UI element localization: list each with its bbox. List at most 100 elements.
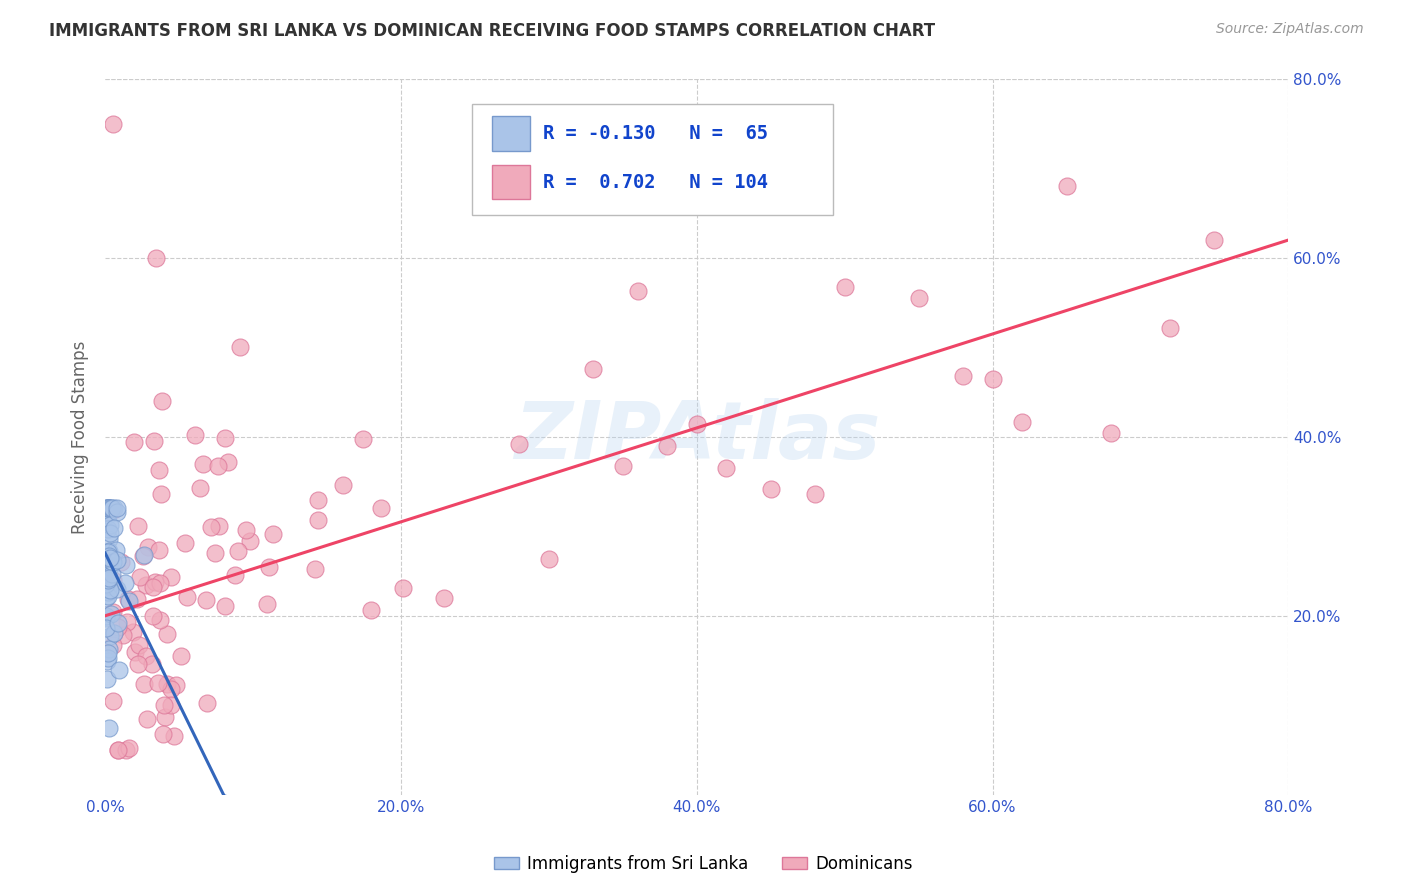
Point: [117, 591, 139, 606]
Point: [97, 501, 120, 516]
Point: [96, 583, 118, 598]
Point: [98, 571, 121, 585]
Point: [97, 501, 120, 516]
Point: [94, 611, 117, 625]
Point: [153, 710, 176, 724]
Point: [433, 591, 456, 605]
Point: [537, 552, 560, 566]
Point: [582, 362, 605, 376]
Point: [98, 629, 121, 643]
Point: [97, 574, 120, 588]
Point: [1011, 415, 1033, 429]
Point: [98, 642, 121, 657]
Point: [627, 284, 650, 298]
Point: [96, 647, 118, 661]
Point: [952, 368, 974, 383]
Point: [195, 696, 218, 710]
Point: [96, 546, 118, 560]
Point: [97, 549, 120, 564]
Bar: [492, 116, 530, 151]
Point: [686, 417, 709, 431]
Point: [127, 518, 149, 533]
Point: [98, 526, 121, 541]
Point: [103, 501, 125, 516]
Point: [107, 743, 129, 757]
Point: [97, 585, 120, 599]
Point: [118, 593, 141, 607]
Text: Source: ZipAtlas.com: Source: ZipAtlas.com: [1216, 22, 1364, 37]
Point: [96, 591, 118, 605]
Point: [100, 501, 122, 516]
Point: [224, 567, 246, 582]
Point: [101, 117, 124, 131]
Point: [114, 575, 136, 590]
Point: [142, 609, 165, 624]
Point: [142, 434, 165, 448]
Point: [135, 713, 157, 727]
Point: [96, 558, 118, 573]
Point: [96, 561, 118, 575]
Point: [105, 582, 128, 596]
Point: [101, 638, 124, 652]
Point: [107, 615, 129, 630]
Point: [148, 543, 170, 558]
Point: [98, 518, 121, 533]
Point: [217, 455, 239, 469]
Point: [508, 437, 530, 451]
Point: [360, 603, 382, 617]
Point: [1159, 321, 1181, 335]
Point: [214, 431, 236, 445]
Point: [135, 649, 157, 664]
Point: [97, 501, 120, 516]
Point: [96, 654, 118, 668]
Point: [96, 577, 118, 591]
Point: [103, 626, 125, 640]
Text: ZIPAtlas: ZIPAtlas: [513, 398, 880, 475]
Point: [97, 545, 120, 559]
Point: [98, 532, 121, 546]
Point: [307, 513, 329, 527]
Point: [97, 651, 120, 665]
Point: [132, 677, 155, 691]
Point: [125, 592, 148, 607]
Point: [128, 638, 150, 652]
Point: [981, 372, 1004, 386]
Point: [200, 520, 222, 534]
Point: [207, 458, 229, 473]
Point: [188, 481, 211, 495]
Point: [96, 508, 118, 523]
Point: [146, 675, 169, 690]
Point: [98, 559, 121, 574]
Point: [657, 439, 679, 453]
Point: [105, 553, 128, 567]
Point: [169, 648, 191, 663]
Point: [98, 501, 121, 516]
Point: [160, 681, 183, 696]
Y-axis label: Receiving Food Stamps: Receiving Food Stamps: [72, 340, 89, 533]
Point: [114, 743, 136, 757]
Point: [96, 672, 118, 686]
Point: [122, 624, 145, 639]
Point: [256, 597, 278, 611]
Point: [97, 579, 120, 593]
Point: [136, 540, 159, 554]
Point: [100, 555, 122, 569]
Point: [111, 628, 134, 642]
Point: [101, 555, 124, 569]
Point: [98, 582, 121, 597]
Point: [131, 549, 153, 563]
Point: [97, 505, 120, 519]
Text: IMMIGRANTS FROM SRI LANKA VS DOMINICAN RECEIVING FOOD STAMPS CORRELATION CHART: IMMIGRANTS FROM SRI LANKA VS DOMINICAN R…: [49, 22, 935, 40]
Point: [145, 251, 167, 265]
Point: [114, 558, 136, 573]
Point: [228, 340, 250, 354]
Point: [101, 574, 124, 588]
Point: [107, 743, 129, 757]
Point: [156, 627, 179, 641]
Point: [1204, 234, 1226, 248]
Point: [127, 657, 149, 672]
Point: [118, 741, 141, 756]
Point: [94, 501, 117, 516]
Point: [352, 432, 374, 446]
Point: [97, 501, 120, 516]
